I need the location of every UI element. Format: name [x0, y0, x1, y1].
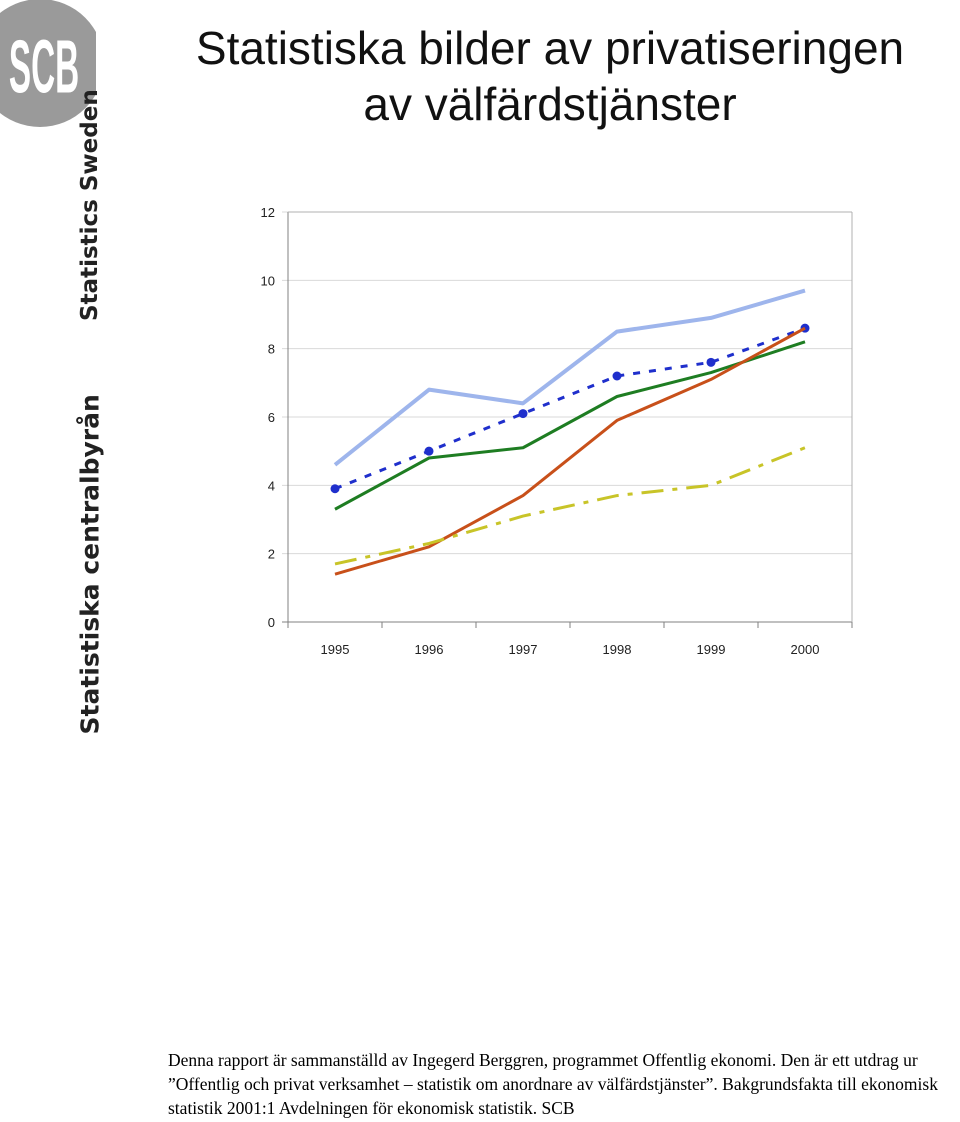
series-line-1 — [333, 288, 806, 467]
y-tick-label: 10 — [261, 273, 275, 288]
series-line-4 — [334, 326, 806, 576]
brand-name-swedish: Statistiska centralbyrån — [75, 394, 105, 735]
x-tick-label: 2000 — [791, 642, 820, 657]
y-tick-label: 2 — [268, 547, 275, 562]
scb-logo: SCB — [0, 0, 96, 130]
series-2-point — [706, 357, 716, 367]
y-tick-label: 4 — [268, 478, 275, 493]
series-2-point — [518, 409, 528, 419]
x-tick-label: 1997 — [509, 642, 538, 657]
series-line-5 — [334, 446, 806, 566]
x-tick-label: 1999 — [697, 642, 726, 657]
y-tick-label: 8 — [268, 342, 275, 357]
y-tick-label: 6 — [268, 410, 275, 425]
report-description: Denna rapport är sammanställd av Ingeger… — [168, 1050, 938, 1118]
page-title: Statistiska bilder av privatiseringen av… — [140, 20, 960, 132]
scb-logo-circle — [0, 0, 96, 127]
series-line-2 — [334, 326, 806, 491]
series-2-point — [424, 446, 434, 456]
series-line-3 — [334, 340, 806, 511]
series-2-point — [330, 484, 340, 494]
x-tick-label: 1996 — [415, 642, 444, 657]
x-tick-label: 1995 — [321, 642, 350, 657]
x-tick-label: 1998 — [603, 642, 632, 657]
series-2-point — [612, 371, 622, 381]
y-tick-label: 0 — [268, 615, 275, 630]
title-line-1: Statistiska bilder av privatiseringen — [195, 22, 905, 74]
scb-logo-text: SCB — [9, 25, 79, 109]
y-tick-label: 12 — [261, 205, 275, 220]
line-chart: 0 2 4 6 8 10 12 1995 1996 1997 1998 1999 2000 — [261, 205, 853, 657]
title-line-2: av välfärdstjänster — [363, 78, 737, 130]
